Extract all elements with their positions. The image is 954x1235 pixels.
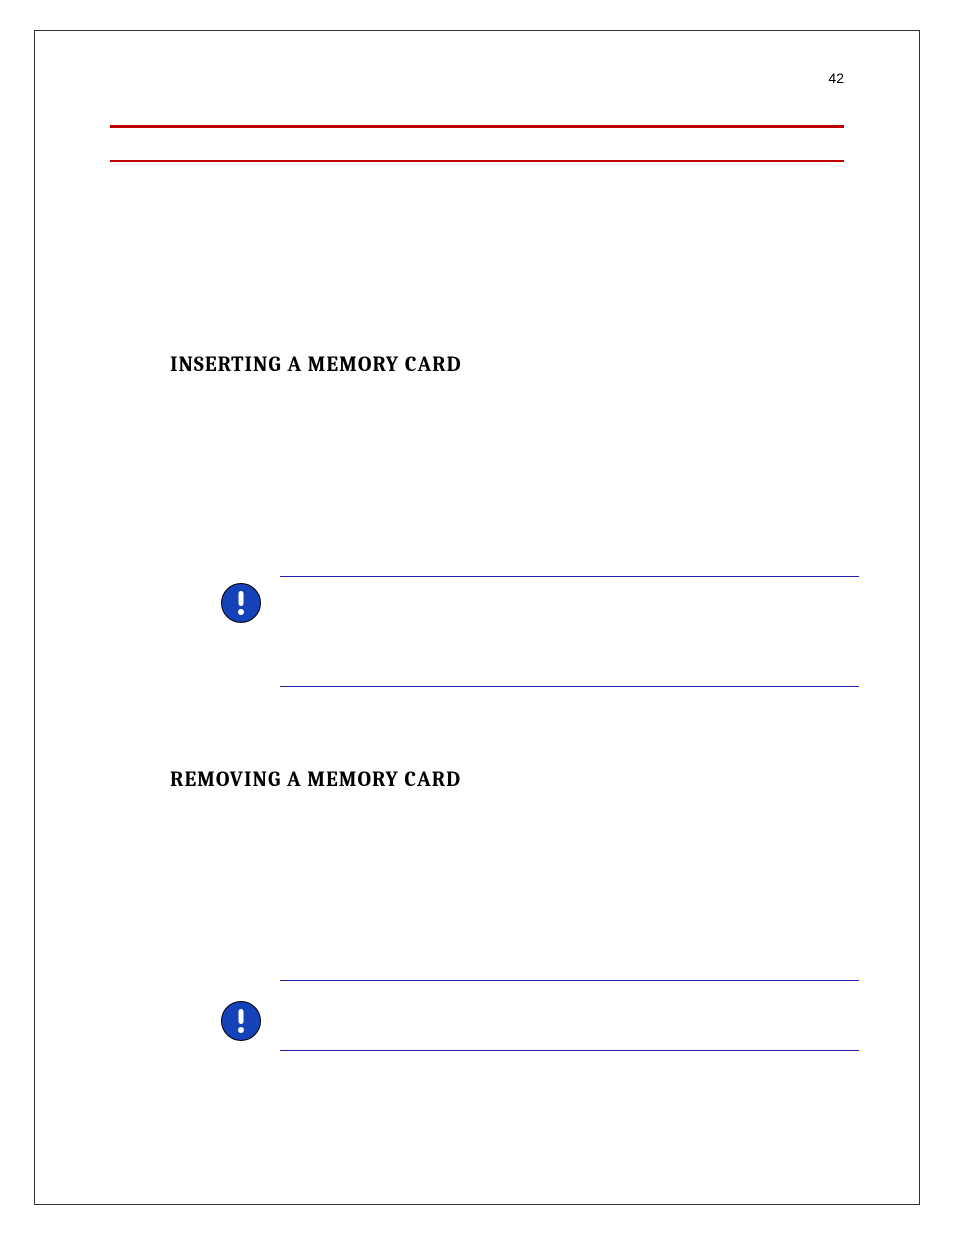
note-box-2 <box>220 980 859 1052</box>
info-exclamation-icon <box>220 1000 262 1042</box>
info-exclamation-icon <box>220 582 262 624</box>
header-rule-bottom <box>110 160 844 162</box>
section-heading-inserting: INSERTING A MEMORY CARD <box>170 353 462 377</box>
note-rule-top <box>280 576 859 577</box>
note-box-1 <box>220 576 859 688</box>
section-heading-removing: REMOVING A MEMORY CARD <box>170 768 461 792</box>
page-number: 42 <box>828 70 844 86</box>
note-rule-bottom <box>280 686 859 687</box>
note-rule-bottom <box>280 1050 859 1051</box>
note-rule-top <box>280 980 859 981</box>
header-rule-top <box>110 125 844 128</box>
